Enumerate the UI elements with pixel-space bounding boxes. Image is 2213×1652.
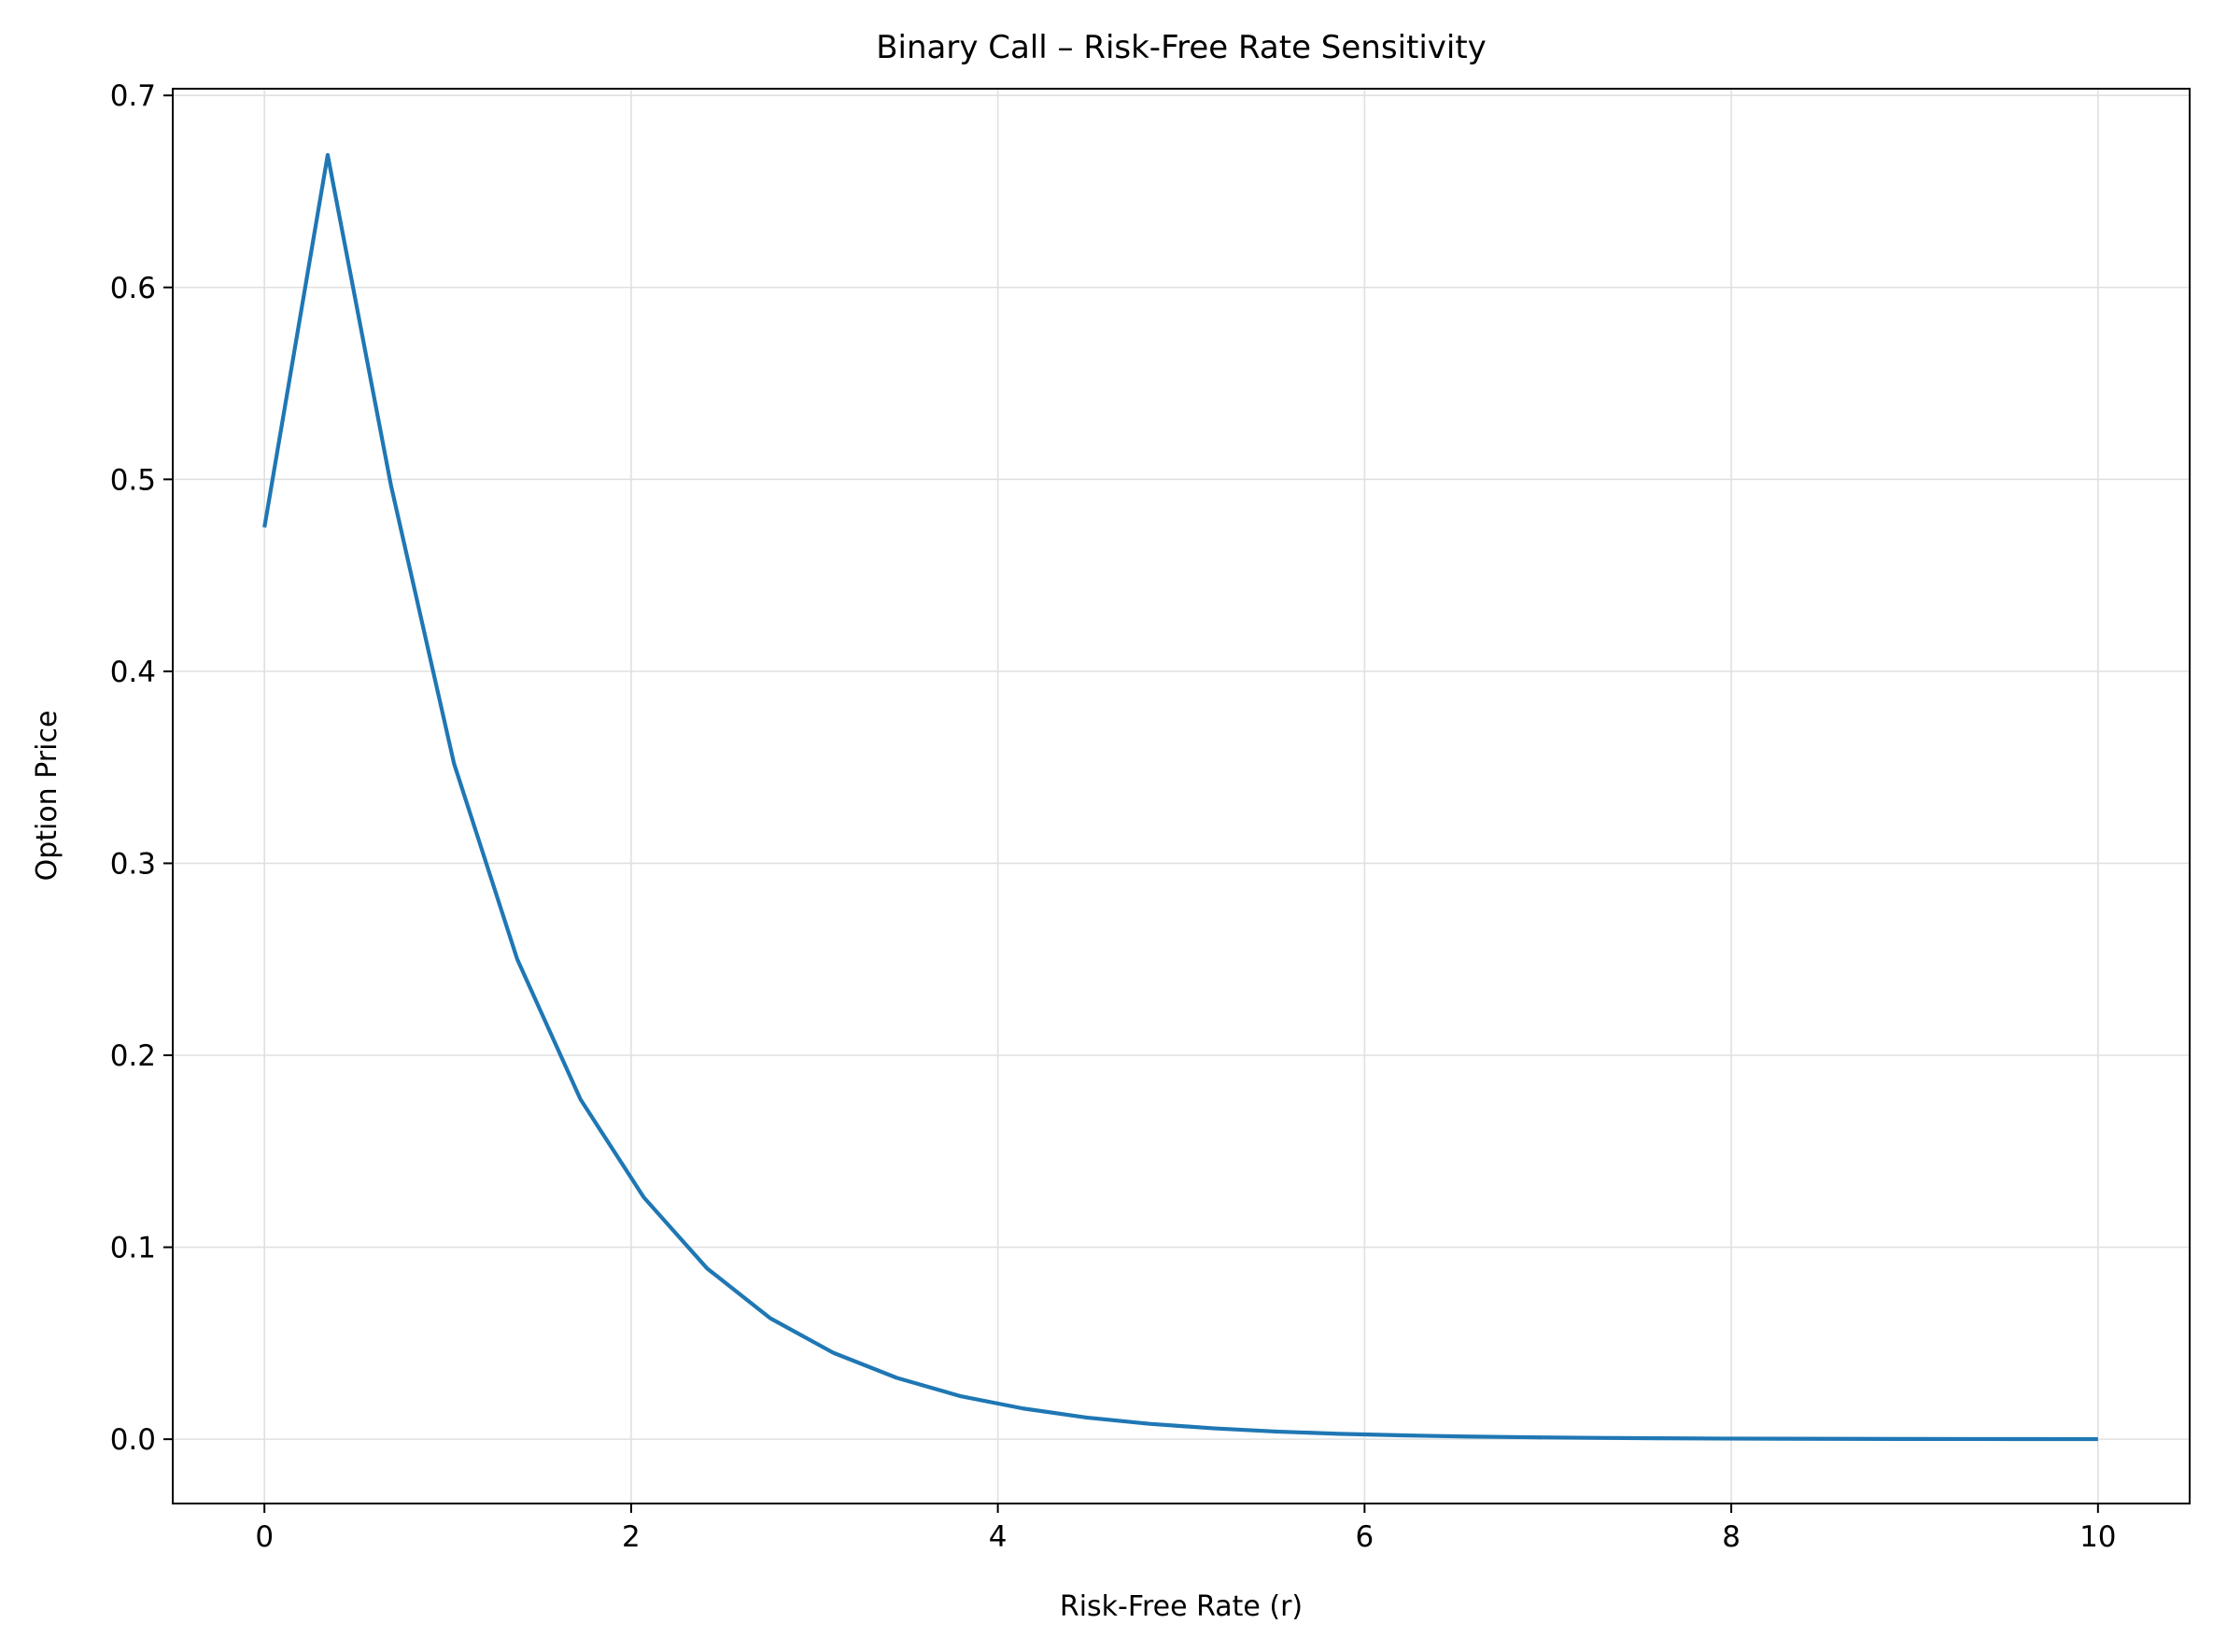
y-axis-label: Option Price <box>31 711 63 882</box>
x-tick-label: 0 <box>255 1520 274 1554</box>
x-tick-label: 8 <box>1722 1520 1741 1554</box>
y-tick-label: 0.2 <box>110 1039 156 1073</box>
series-layer <box>262 152 2098 1442</box>
x-axis-label: Risk-Free Rate (r) <box>1060 1590 1303 1623</box>
y-tick-label: 0.7 <box>110 79 156 113</box>
series-line <box>262 152 2098 1442</box>
x-tick-label: 4 <box>989 1520 1008 1554</box>
grid <box>173 89 2190 1504</box>
y-tick-label: 0.3 <box>110 847 156 881</box>
y-tick-label: 0.0 <box>110 1423 156 1457</box>
y-axis: 0.0 0.1 0.2 0.3 0.4 0.5 0.6 0.7 <box>110 79 173 1457</box>
y-tick-label: 0.4 <box>110 656 156 689</box>
x-tick-label: 10 <box>2079 1520 2116 1554</box>
x-axis: 0 2 4 6 8 10 <box>255 1504 2117 1554</box>
chart-title: Binary Call – Risk-Free Rate Sensitivity <box>876 29 1487 66</box>
plot-frame <box>172 88 2191 1504</box>
y-tick-label: 0.6 <box>110 272 156 305</box>
x-tick-label: 6 <box>1355 1520 1374 1554</box>
x-tick-label: 2 <box>622 1520 641 1554</box>
y-tick-label: 0.5 <box>110 463 156 497</box>
y-tick-label: 0.1 <box>110 1232 156 1265</box>
